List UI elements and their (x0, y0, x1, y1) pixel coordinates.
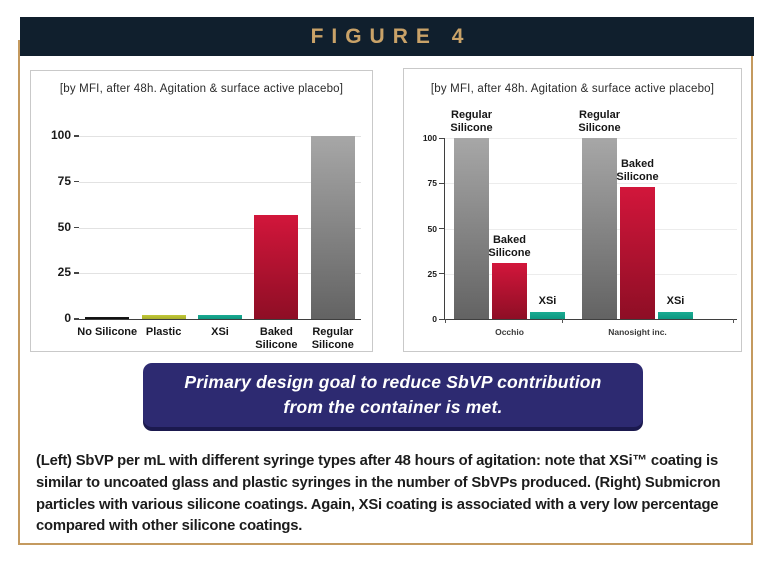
left-chart-title: [by MFI, after 48h. Agitation & surface … (59, 83, 344, 95)
y-tick-mark (74, 180, 79, 183)
bar-baked-silicone (254, 214, 299, 319)
y-tick-mark (439, 318, 444, 320)
bar-plastic (141, 315, 186, 319)
gridline (79, 273, 361, 275)
y-tick-mark (439, 137, 444, 139)
callout-banner: Primary design goal to reduce SbVP contr… (143, 363, 643, 427)
y-tick-label: 0 (64, 311, 71, 325)
figure-title: FIGURE 4 (310, 24, 472, 48)
left-chart-plot: 0 25 50 75 100 No Silicone Plastic XSi Baked Sil… (51, 128, 361, 351)
y-tick-label: 75 (427, 178, 437, 189)
bar-label-nanosight-inc-xsi: XSi (666, 295, 685, 308)
x-axis-tick-2 (733, 319, 734, 323)
bar-xsi (198, 315, 242, 319)
y-tick-label: 50 (427, 223, 437, 234)
y-tick-mark (74, 318, 79, 320)
bar-nanosight-inc-regular-silicone (582, 138, 617, 319)
left-chart-panel: [by MFI, after 48h. Agitation & surface … (30, 70, 373, 352)
right-chart-title: [by MFI, after 48h. Agitation & surface … (430, 83, 715, 95)
y-tick-mark (439, 182, 444, 184)
y-tick-mark (74, 226, 79, 228)
gridline (79, 136, 361, 137)
gridline (79, 227, 361, 229)
bar-occhio-baked-silicone (492, 262, 527, 319)
x-label-plastic: Plastic (145, 326, 182, 338)
x-label-xsi: XSi (211, 326, 229, 338)
y-tick-mark (439, 273, 444, 275)
y-tick-label: 100 (422, 133, 437, 143)
y-tick-mark (74, 135, 79, 137)
bar-nanosight-inc-xsi (658, 311, 693, 319)
bar-label-occhio-xsi: XSi (538, 295, 557, 308)
y-tick-label: 100 (50, 128, 71, 142)
gridline (79, 181, 361, 183)
callout-line-2: from the container is met. (283, 397, 503, 417)
group-label-occhio: Occhio (495, 327, 524, 337)
bar-label-occhio-regular-silicone: Regular Silicone (450, 109, 493, 134)
figure-caption: (Left) SbVP per mL with different syring… (36, 453, 721, 535)
right-chart-plot: 0 25 50 75 100 Regular Silicone Baked Silicone… (423, 109, 737, 337)
bar-label-occhio-baked-silicone: Baked Silicone (488, 234, 531, 259)
callout-line-1: Primary design goal to reduce SbVP contr… (184, 371, 602, 392)
y-tick-label: 25 (427, 268, 437, 279)
bar-nanosight-inc-baked-silicone (620, 186, 655, 319)
bar-regular-silicone (310, 136, 355, 319)
y-tick-mark (439, 228, 444, 229)
bar-occhio-regular-silicone (454, 138, 489, 319)
x-label-baked-silicone: Baked Silicone (255, 326, 298, 351)
y-tick-mark (74, 272, 79, 274)
group-label-nanosight-inc: Nanosight inc. (608, 327, 667, 337)
right-chart-panel: [by MFI, after 48h. Agitation & surface … (403, 68, 742, 352)
bar-label-nanosight-inc-baked-silicone: Baked Silicone (616, 158, 659, 183)
x-label-no-silicone: No Silicone (77, 326, 138, 338)
x-axis-tick-0 (445, 319, 446, 323)
y-tick-label: 50 (57, 219, 71, 234)
figure-banner: FIGURE 4 (20, 17, 754, 56)
x-label-regular-silicone: Regular Silicone (311, 326, 354, 351)
y-tick-label: 75 (57, 173, 71, 188)
bar-occhio-xsi (530, 311, 565, 319)
y-tick-label: 25 (57, 265, 71, 280)
bar-no-silicone (85, 317, 130, 319)
bar-label-nanosight-inc-regular-silicone: Regular Silicone (578, 109, 621, 134)
y-tick-label: 0 (432, 314, 437, 324)
x-axis-tick-1 (562, 319, 563, 323)
